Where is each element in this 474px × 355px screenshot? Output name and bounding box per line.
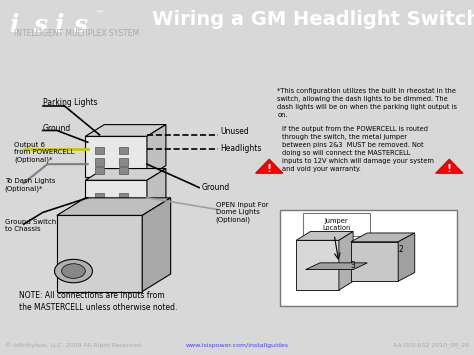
Polygon shape [118,193,128,201]
Polygon shape [95,147,104,154]
Text: Ground: Ground [43,125,71,133]
Polygon shape [142,198,171,291]
Polygon shape [436,159,463,173]
Polygon shape [147,125,166,177]
Polygon shape [95,167,104,174]
Polygon shape [95,158,104,165]
Circle shape [62,264,85,278]
Text: *This configuration utilizes the built in rheostat in the
switch, allowing the d: *This configuration utilizes the built i… [277,88,457,118]
Text: Ground: Ground [201,183,230,192]
Text: AA-ISIS-032 2010_08_29: AA-ISIS-032 2010_08_29 [393,342,469,348]
Text: OPEN Input For
Dome Lights
(Optional): OPEN Input For Dome Lights (Optional) [216,202,268,223]
FancyBboxPatch shape [303,213,370,236]
Text: © Infinitybox, LLC. 2009 All Right Reserved: © Infinitybox, LLC. 2009 All Right Reser… [5,343,141,348]
Text: www.isispower.com/installguides: www.isispower.com/installguides [185,343,289,348]
Text: NOTE: All connections are inputs from
the MASTERCELL unless otherwise noted.: NOTE: All connections are inputs from th… [19,291,177,312]
Text: Parking Lights: Parking Lights [43,98,97,107]
Text: Headlights: Headlights [220,144,262,153]
Text: Wiring a GM Headlight Switch: Wiring a GM Headlight Switch [152,10,474,29]
FancyBboxPatch shape [280,209,457,306]
Text: Ground Switch
to Chassis: Ground Switch to Chassis [5,219,56,233]
Text: If the output from the POWERCELL is routed
through the switch, the metal jumper
: If the output from the POWERCELL is rout… [282,126,434,172]
Text: Output 6
from POWERCELL
(Optional)*: Output 6 from POWERCELL (Optional)* [14,142,75,163]
Text: !: ! [447,164,452,174]
Polygon shape [57,215,142,291]
Text: INTELLIGENT MULTIPLEX SYSTEM: INTELLIGENT MULTIPLEX SYSTEM [14,29,139,38]
Polygon shape [255,159,283,173]
Text: Unused: Unused [220,127,249,136]
Circle shape [55,259,92,283]
Text: To Dash Lights
(Optional)*: To Dash Lights (Optional)* [5,178,55,192]
Polygon shape [339,231,353,290]
Text: ™: ™ [95,9,105,18]
Polygon shape [118,205,128,212]
Polygon shape [85,125,166,136]
Polygon shape [85,169,166,180]
Text: s: s [33,13,47,37]
Polygon shape [118,167,128,174]
Text: 2: 2 [398,245,403,253]
Polygon shape [57,198,171,215]
Polygon shape [85,136,147,177]
Polygon shape [351,242,398,281]
Text: !: ! [267,164,272,174]
Polygon shape [398,233,415,281]
Polygon shape [147,169,166,218]
Text: i: i [55,13,64,37]
Text: i: i [9,13,19,37]
Polygon shape [296,240,339,290]
Text: s: s [73,13,88,37]
Polygon shape [296,231,353,240]
Polygon shape [85,180,147,218]
Polygon shape [95,205,104,212]
Polygon shape [118,147,128,154]
Polygon shape [95,193,104,201]
Text: 3: 3 [351,261,356,270]
Polygon shape [351,233,415,242]
Text: Jumper
Location: Jumper Location [322,218,351,231]
Polygon shape [118,158,128,165]
Polygon shape [306,263,367,269]
